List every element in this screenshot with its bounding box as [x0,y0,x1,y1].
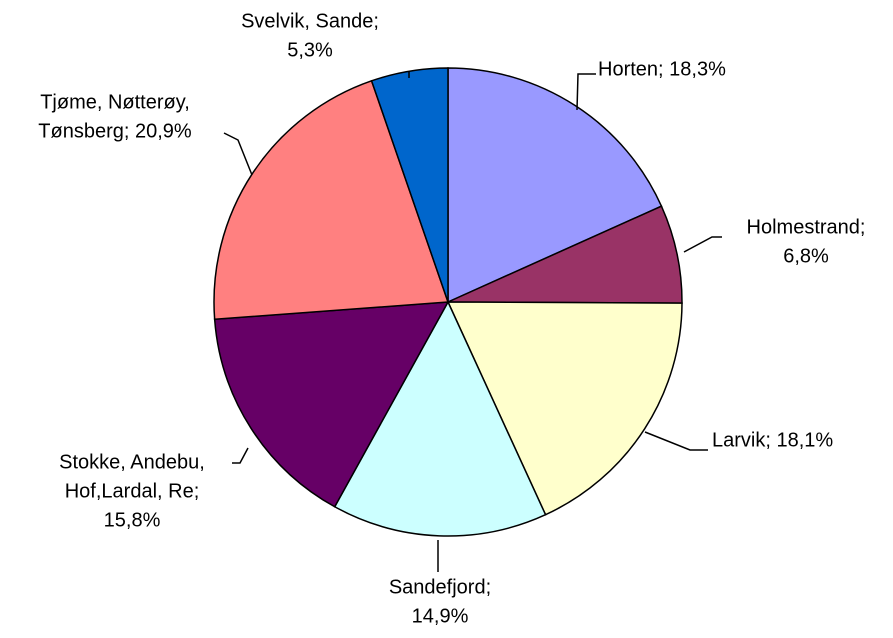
leader-line [223,132,253,176]
data-label: 15,8% [104,509,161,531]
pie-slice [447,67,663,304]
data-label: Stokke, Andebu, [59,451,205,473]
data-label: Holmestrand; [747,216,866,238]
data-label: 5,3% [287,39,333,61]
pie-slice [213,301,450,508]
data-label: Tønsberg; 20,9% [38,120,192,142]
data-label: Larvik; 18,1% [712,429,833,451]
leader-line [232,447,249,464]
data-label: Hof,Lardal, Re; [65,480,200,502]
data-label: 6,8% [783,245,829,267]
leader-line [644,431,708,451]
pie-slice [446,301,683,516]
pie-slice [370,67,449,303]
pie-slice [333,300,547,537]
leader-line [683,236,722,253]
data-label: Horten; 18,3% [598,58,726,80]
pie-slice [213,79,450,321]
data-label: 14,9% [412,605,469,627]
data-label: Sandefjord; [389,576,491,598]
data-label: Svelvik, Sande; [241,10,379,32]
data-label: Tjøme, Nøtterøy, [40,91,190,113]
leader-line [576,73,596,111]
